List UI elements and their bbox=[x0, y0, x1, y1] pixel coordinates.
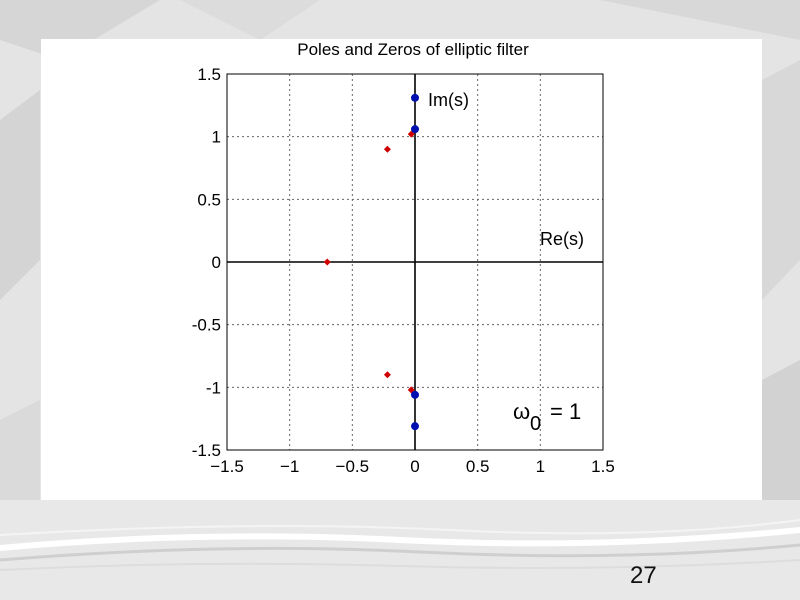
y-tick-label: 1.5 bbox=[197, 65, 221, 84]
y-tick-labels: 1.5 1 0.5 0 -0.5 -1 -1.5 bbox=[192, 65, 221, 460]
x-tick-label: −0.5 bbox=[336, 457, 370, 476]
x-tick-label: −1.5 bbox=[210, 457, 244, 476]
data-points bbox=[323, 93, 419, 431]
pole-marker bbox=[411, 93, 419, 102]
x-tick-label: 0 bbox=[410, 457, 419, 476]
y-tick-label: 1 bbox=[212, 128, 221, 147]
y-tick-label: -1 bbox=[206, 378, 221, 397]
x-tick-label: −1 bbox=[280, 457, 299, 476]
y-tick-label: -0.5 bbox=[192, 316, 221, 335]
x-tick-label: 1.5 bbox=[591, 457, 615, 476]
omega-value: = 1 bbox=[550, 399, 581, 424]
pole-marker bbox=[411, 390, 419, 399]
zero-axes bbox=[227, 74, 603, 450]
x-tick-label: 1 bbox=[536, 457, 545, 476]
real-axis-label: Re(s) bbox=[540, 229, 584, 249]
omega-annotation: ω 0 = 1 bbox=[513, 399, 581, 435]
omega-subscript: 0 bbox=[530, 413, 541, 435]
y-tick-label: 0 bbox=[212, 253, 221, 272]
pole-marker bbox=[411, 422, 419, 431]
page-number: 27 bbox=[630, 562, 657, 589]
pole-marker bbox=[411, 125, 419, 134]
x-tick-label: 0.5 bbox=[466, 457, 490, 476]
y-tick-label: -1.5 bbox=[192, 441, 221, 460]
zero-marker bbox=[383, 371, 391, 379]
x-tick-labels: −1.5 −1 −0.5 0 0.5 1 1.5 bbox=[210, 457, 615, 476]
chart-title: Poles and Zeros of elliptic filter bbox=[297, 40, 529, 59]
zero-marker bbox=[383, 145, 391, 153]
y-tick-label: 0.5 bbox=[197, 190, 221, 209]
omega-symbol: ω bbox=[513, 399, 530, 424]
zero-marker bbox=[323, 258, 331, 266]
figure-panel bbox=[41, 39, 762, 500]
imag-axis-label: Im(s) bbox=[428, 90, 469, 110]
